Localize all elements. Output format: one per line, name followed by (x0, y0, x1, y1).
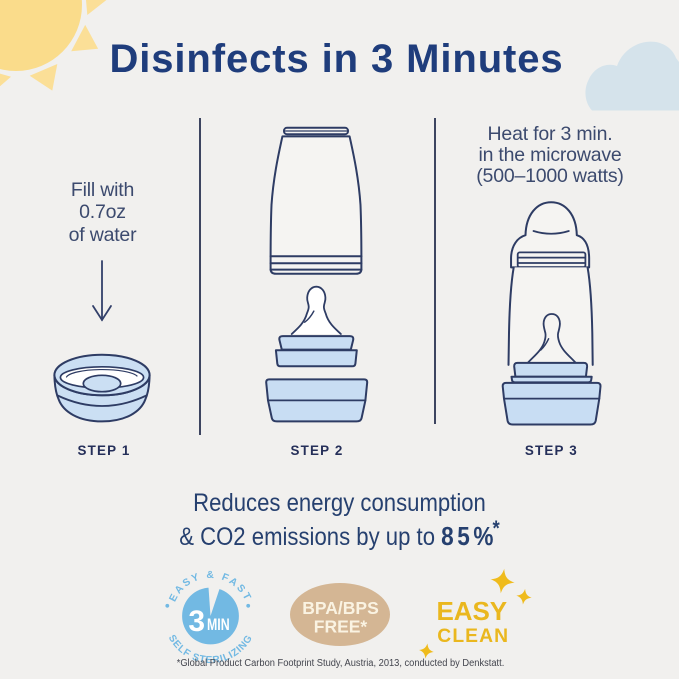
svg-text:FREE*: FREE* (314, 617, 368, 637)
svg-text:EASY: EASY (437, 596, 510, 626)
svg-text:MIN: MIN (207, 615, 230, 634)
svg-text:CLEAN: CLEAN (437, 626, 510, 647)
svg-text:3: 3 (188, 605, 205, 638)
svg-text:BPA/BPS: BPA/BPS (302, 598, 379, 618)
